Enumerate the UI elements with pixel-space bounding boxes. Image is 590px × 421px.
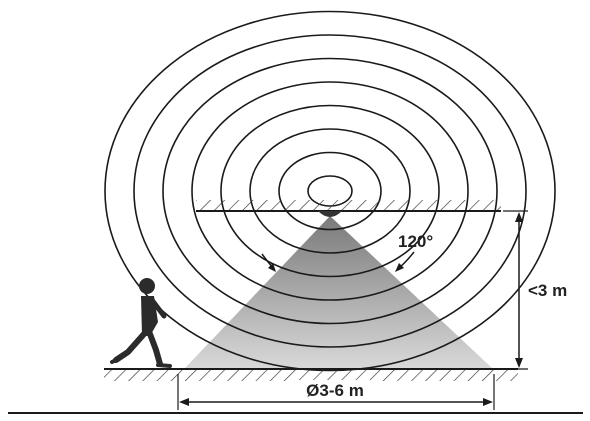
diameter-dimension xyxy=(177,374,495,410)
ceiling xyxy=(196,200,501,212)
detection-cone xyxy=(185,216,492,368)
detection-ring xyxy=(162,57,498,325)
walking-person-icon xyxy=(110,278,172,368)
angle-label: 120° xyxy=(398,232,433,251)
pir-sensor-icon xyxy=(318,211,342,217)
detection-ring xyxy=(133,34,527,348)
diameter-label: Ø3-6 m xyxy=(306,381,364,400)
height-dimension xyxy=(503,210,528,370)
detection-ring xyxy=(249,128,411,254)
detection-angle-arrow-icon xyxy=(261,251,415,272)
detection-ring xyxy=(191,81,469,301)
detection-ring xyxy=(220,104,440,278)
detection-ring xyxy=(278,151,382,231)
floor xyxy=(104,368,518,381)
height-label: <3 m xyxy=(528,281,567,300)
detection-rings xyxy=(104,10,556,372)
